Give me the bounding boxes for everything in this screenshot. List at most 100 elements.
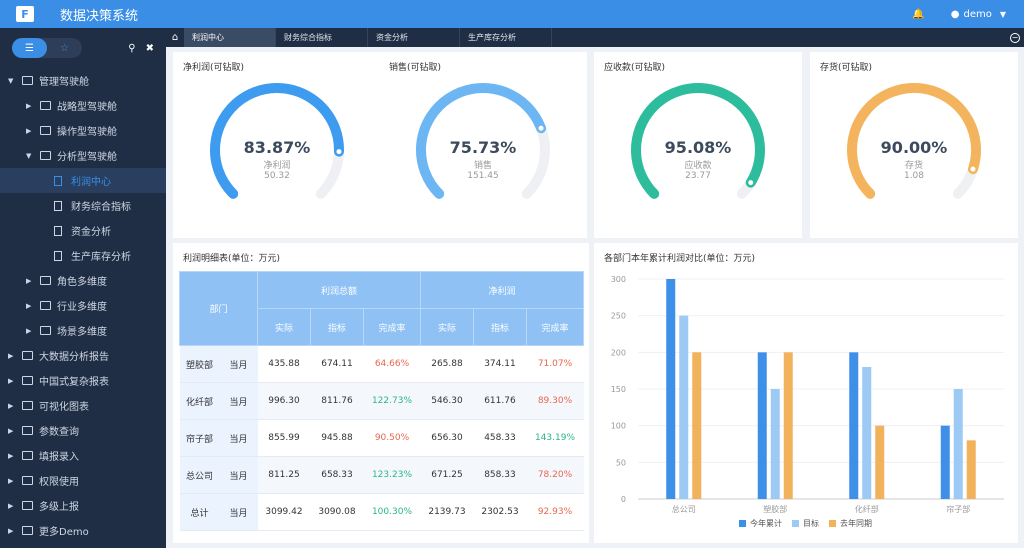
gauge-value: 23.77 [685,171,711,181]
gauge-card[interactable]: 应收款(可钻取) 95.08% 应收款 23.77 [594,52,802,238]
legend-item[interactable]: 去年同期 [829,518,872,529]
document-icon [54,175,62,186]
caret-right-icon[interactable]: ▶ [26,276,32,285]
table-cell: 811.25 [257,456,311,494]
dept-cell[interactable]: 帘子部 [179,419,220,457]
gauge-ring [847,83,981,199]
sidebar-item[interactable]: ▶ 操作型驾驶舱 [0,118,166,143]
tab-profit-center[interactable]: 利润中心 [184,28,276,47]
gauge-card[interactable]: 存货(可钻取) 90.00% 存货 1.08 [810,52,1018,238]
col-target: 指标 [472,308,527,346]
legend-item[interactable]: 今年累计 [739,518,782,529]
caret-right-icon[interactable]: ▶ [8,476,14,485]
caret-down-icon[interactable]: ▼ [26,151,32,160]
gauge-value: 50.32 [264,171,290,181]
sidebar-item[interactable]: ▶ 中国式复杂报表 [0,368,166,393]
dept-cell[interactable]: 塑胶部 [179,345,220,383]
star-icon[interactable]: ☆ [60,42,69,54]
bar-塑胶部-去年同期[interactable] [783,352,793,499]
bar-帘子部-去年同期[interactable] [966,440,976,499]
caret-right-icon[interactable]: ▶ [26,126,32,135]
sidebar-item[interactable]: ▼ 管理驾驶舱 [0,68,166,93]
sidebar-item[interactable]: ▶ 权限使用 [0,468,166,493]
sidebar-item[interactable]: 财务综合指标 [0,193,166,218]
caret-right-icon[interactable]: ▶ [8,426,14,435]
folder-icon [40,301,51,310]
sidebar-item[interactable]: ▶ 行业多维度 [0,293,166,318]
user-icon: ● [950,8,960,20]
bar-帘子部-目标[interactable] [953,389,963,499]
sidebar-item[interactable]: ▶ 角色多维度 [0,268,166,293]
sidebar-item[interactable]: ▶ 大数据分析报告 [0,343,166,368]
home-icon[interactable]: ⌂ [171,32,179,43]
caret-right-icon[interactable]: ▶ [8,401,14,410]
dept-cell[interactable]: 化纤部 [179,382,220,420]
sidebar-item[interactable]: ▶ 场景多维度 [0,318,166,343]
bar-总公司-目标[interactable] [679,315,689,499]
gauge-title: 应收款(可钻取) [604,63,666,73]
profit-table-card: 利润明细表(单位：万元) 部门 利润总额 净利润 实际 指标 完成率 实际 指标… [173,243,589,543]
sidebar-item[interactable]: ▶ 填报录入 [0,443,166,468]
chevron-down-icon[interactable]: ▼ [999,9,1006,19]
bar-化纤部-目标[interactable] [862,367,872,499]
table-cell: 374.11 [473,345,527,383]
sidebar-item[interactable]: ▶ 多级上报 [0,493,166,518]
close-tabs-icon[interactable]: − [1010,32,1020,43]
caret-right-icon[interactable]: ▶ [8,351,14,360]
caret-right-icon[interactable]: ▶ [8,501,14,510]
document-icon [54,250,62,261]
dept-cell[interactable]: 总公司 [179,456,220,494]
tab-inventory-analysis[interactable]: 生产库存分析 [460,28,552,47]
bar-化纤部-去年同期[interactable] [875,425,885,499]
gauge-card[interactable]: 净利润(可钻取) 83.87% 净利润 50.32 [173,52,381,238]
table-cell: 811.76 [310,382,364,420]
sidebar-item[interactable]: ▶ 参数查询 [0,418,166,443]
sidebar-item[interactable]: ▶ 战略型驾驶舱 [0,93,166,118]
table-cell: 658.33 [310,456,364,494]
bell-icon[interactable]: 🔔 [912,8,925,20]
sidebar-item-label: 财务综合指标 [71,202,131,213]
tab-capital-analysis[interactable]: 资金分析 [368,28,460,47]
caret-right-icon[interactable]: ▶ [26,101,32,110]
tab-finance-index[interactable]: 财务综合指标 [276,28,368,47]
user-name[interactable]: demo [963,8,992,20]
table-cell: 78.20% [526,456,584,494]
folder-icon [22,476,33,485]
caret-right-icon[interactable]: ▶ [26,301,32,310]
sidebar-item[interactable]: ▼ 分析型驾驶舱 [0,143,166,168]
caret-right-icon[interactable]: ▶ [8,451,14,460]
top-bar: F 数据决策系统 🔔 ● demo ▼ [0,0,1024,28]
list-icon[interactable]: ☰ [12,38,47,58]
gross-profit-header: 利润总额 [257,271,421,309]
col-actual: 实际 [257,308,311,346]
caret-right-icon[interactable]: ▶ [8,376,14,385]
caret-down-icon[interactable]: ▼ [8,76,14,85]
bar-化纤部-今年累计[interactable] [849,352,859,499]
table-row: 总公司 当月 811.25 658.33 123.23% 671.25 858.33 78.2… [179,456,584,494]
bar-帘子部-今年累计[interactable] [940,425,950,499]
dept-cell[interactable]: 总计 [179,493,220,531]
bar-塑胶部-今年累计[interactable] [757,352,767,499]
gauge-card[interactable]: 销售(可钻取) 75.73% 销售 151.45 [379,52,587,238]
pin-icon[interactable]: ✖ [145,42,154,54]
sidebar-item[interactable]: 资金分析 [0,218,166,243]
search-icon[interactable]: ⚲ [128,42,136,54]
table-cell: 100.30% [363,493,421,531]
caret-right-icon[interactable]: ▶ [26,326,32,335]
sidebar-item[interactable]: ▶ 更多Demo [0,518,166,543]
folder-icon [22,351,33,360]
caret-right-icon[interactable]: ▶ [8,526,14,535]
bar-塑胶部-目标[interactable] [770,389,780,499]
gauge-value: 1.08 [903,171,925,181]
bar-总公司-去年同期[interactable] [692,352,702,499]
sidebar-item[interactable]: ▶ 可视化图表 [0,393,166,418]
table-cell: 3099.42 [257,493,311,531]
sidebar-item[interactable]: 利润中心 [0,168,166,193]
legend-item[interactable]: 目标 [792,518,819,529]
sidebar-mode-switch[interactable]: ☰ ☆ [12,38,82,58]
gauge-title: 销售(可钻取) [389,63,442,73]
bar-总公司-今年累计[interactable] [666,279,676,499]
sidebar-item[interactable]: 生产库存分析 [0,243,166,268]
table-row: 帘子部 当月 855.99 945.88 90.50% 656.30 458.33 143.1… [179,419,584,457]
folder-icon [22,501,33,510]
